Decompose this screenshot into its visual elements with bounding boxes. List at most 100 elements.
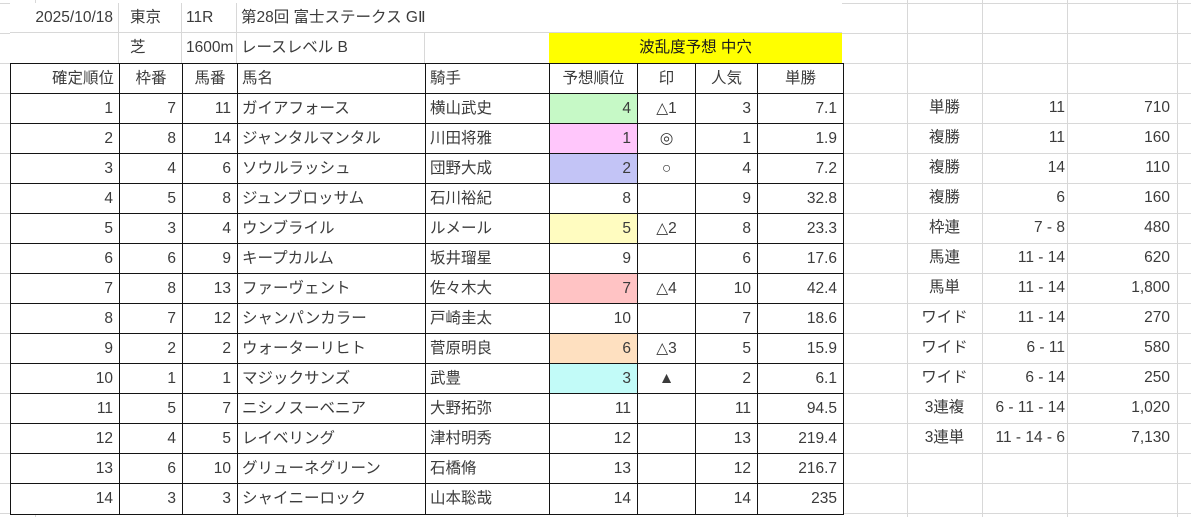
win-odds-cell[interactable]: 32.8 <box>758 184 843 214</box>
race-date-cell[interactable]: 2025/10/18 <box>10 3 119 33</box>
horse-number-cell[interactable]: 1 <box>183 364 238 394</box>
payout-amount-cell[interactable]: 160 <box>1144 129 1170 146</box>
header-prediction-mark[interactable]: 印 <box>638 64 696 94</box>
finish-position-cell[interactable]: 8 <box>11 304 120 334</box>
horse-name-cell[interactable]: グリューネグリーン <box>238 454 426 484</box>
race-level-cell[interactable]: レースレベル B <box>237 33 425 63</box>
prediction-mark-cell[interactable] <box>638 304 696 334</box>
horse-number-cell[interactable]: 8 <box>183 184 238 214</box>
payout-type-cell[interactable]: 単勝 <box>928 99 960 116</box>
prediction-mark-cell[interactable] <box>638 244 696 274</box>
track-cell[interactable]: 東京 <box>119 3 182 33</box>
jockey-cell[interactable]: 石川裕紀 <box>426 184 550 214</box>
frame-number-cell[interactable]: 2 <box>120 334 183 364</box>
jockey-cell[interactable]: 横山武史 <box>426 94 550 124</box>
horse-name-cell[interactable]: キープカルム <box>238 244 426 274</box>
popularity-cell[interactable]: 9 <box>696 184 758 214</box>
jockey-cell[interactable]: 団野大成 <box>426 154 550 184</box>
frame-number-cell[interactable]: 7 <box>120 304 183 334</box>
prediction-mark-cell[interactable]: ◎ <box>638 124 696 154</box>
payout-type-cell[interactable]: 複勝 <box>928 189 960 206</box>
payout-type-cell[interactable]: 馬連 <box>928 249 960 266</box>
win-odds-cell[interactable]: 216.7 <box>758 454 843 484</box>
jockey-cell[interactable]: 戸崎圭太 <box>426 304 550 334</box>
payout-amount-cell[interactable]: 620 <box>1144 249 1170 266</box>
payout-combination-cell[interactable]: 6 - 14 <box>1025 369 1065 386</box>
win-odds-cell[interactable]: 7.2 <box>758 154 843 184</box>
popularity-cell[interactable]: 5 <box>696 334 758 364</box>
popularity-cell[interactable]: 8 <box>696 214 758 244</box>
finish-position-cell[interactable]: 12 <box>11 424 120 454</box>
finish-position-cell[interactable]: 14 <box>11 484 120 514</box>
frame-number-cell[interactable]: 5 <box>120 394 183 424</box>
header-jockey[interactable]: 騎手 <box>426 64 550 94</box>
popularity-cell[interactable]: 10 <box>696 274 758 304</box>
prediction-mark-cell[interactable]: ▲ <box>638 364 696 394</box>
popularity-cell[interactable]: 6 <box>696 244 758 274</box>
win-odds-cell[interactable]: 23.3 <box>758 214 843 244</box>
predicted-rank-cell[interactable]: 9 <box>550 244 638 274</box>
prediction-banner[interactable]: 波乱度予想 中穴 <box>549 33 842 63</box>
prediction-mark-cell[interactable] <box>638 394 696 424</box>
horse-name-cell[interactable]: ガイアフォース <box>238 94 426 124</box>
popularity-cell[interactable]: 2 <box>696 364 758 394</box>
win-odds-cell[interactable]: 94.5 <box>758 394 843 424</box>
finish-position-cell[interactable]: 10 <box>11 364 120 394</box>
distance-cell[interactable]: 1600m <box>182 33 237 63</box>
popularity-cell[interactable]: 14 <box>696 484 758 514</box>
payout-amount-cell[interactable]: 270 <box>1144 309 1170 326</box>
payout-type-cell[interactable]: ワイド <box>921 339 968 356</box>
payout-combination-cell[interactable]: 11 - 14 - 6 <box>995 429 1065 446</box>
empty-cell[interactable] <box>10 33 119 63</box>
payout-amount-cell[interactable]: 580 <box>1144 339 1170 356</box>
header-horse-number[interactable]: 馬番 <box>183 64 238 94</box>
predicted-rank-cell[interactable]: 5 <box>550 214 638 244</box>
payout-amount-cell[interactable]: 480 <box>1144 219 1170 236</box>
horse-name-cell[interactable]: ジャンタルマンタル <box>238 124 426 154</box>
predicted-rank-cell[interactable]: 10 <box>550 304 638 334</box>
jockey-cell[interactable]: 武豊 <box>426 364 550 394</box>
finish-position-cell[interactable]: 4 <box>11 184 120 214</box>
payout-type-cell[interactable]: 複勝 <box>928 159 960 176</box>
horse-number-cell[interactable]: 4 <box>183 214 238 244</box>
payout-combination-cell[interactable]: 11 - 14 <box>1017 309 1065 326</box>
horse-name-cell[interactable]: マジックサンズ <box>238 364 426 394</box>
payout-amount-cell[interactable]: 1,020 <box>1131 399 1170 416</box>
jockey-cell[interactable]: 大野拓弥 <box>426 394 550 424</box>
horse-number-cell[interactable]: 9 <box>183 244 238 274</box>
jockey-cell[interactable]: ルメール <box>426 214 550 244</box>
frame-number-cell[interactable]: 4 <box>120 424 183 454</box>
win-odds-cell[interactable]: 18.6 <box>758 304 843 334</box>
win-odds-cell[interactable]: 42.4 <box>758 274 843 304</box>
jockey-cell[interactable]: 菅原明良 <box>426 334 550 364</box>
horse-number-cell[interactable]: 2 <box>183 334 238 364</box>
prediction-mark-cell[interactable]: △1 <box>638 94 696 124</box>
surface-cell[interactable]: 芝 <box>119 33 182 63</box>
payout-combination-cell[interactable]: 6 - 11 - 14 <box>995 399 1065 416</box>
win-odds-cell[interactable]: 219.4 <box>758 424 843 454</box>
horse-number-cell[interactable]: 6 <box>183 154 238 184</box>
payout-combination-cell[interactable]: 6 - 11 <box>1026 339 1066 356</box>
predicted-rank-cell[interactable]: 12 <box>550 424 638 454</box>
popularity-cell[interactable]: 12 <box>696 454 758 484</box>
header-popularity[interactable]: 人気 <box>696 64 758 94</box>
payout-combination-cell[interactable]: 14 <box>1047 159 1065 176</box>
frame-number-cell[interactable]: 7 <box>120 94 183 124</box>
payout-type-cell[interactable]: 3連複 <box>924 399 965 416</box>
payout-type-cell[interactable]: 複勝 <box>928 129 960 146</box>
frame-number-cell[interactable]: 8 <box>120 274 183 304</box>
payout-combination-cell[interactable]: 11 <box>1048 99 1065 116</box>
header-horse-name[interactable]: 馬名 <box>238 64 426 94</box>
finish-position-cell[interactable]: 6 <box>11 244 120 274</box>
payout-type-cell[interactable]: ワイド <box>921 309 968 326</box>
popularity-cell[interactable]: 7 <box>696 304 758 334</box>
frame-number-cell[interactable]: 8 <box>120 124 183 154</box>
predicted-rank-cell[interactable]: 4 <box>550 94 638 124</box>
horse-number-cell[interactable]: 11 <box>183 94 238 124</box>
horse-name-cell[interactable]: シャンパンカラー <box>238 304 426 334</box>
predicted-rank-cell[interactable]: 1 <box>550 124 638 154</box>
frame-number-cell[interactable]: 1 <box>120 364 183 394</box>
jockey-cell[interactable]: 津村明秀 <box>426 424 550 454</box>
popularity-cell[interactable]: 13 <box>696 424 758 454</box>
horse-number-cell[interactable]: 5 <box>183 424 238 454</box>
